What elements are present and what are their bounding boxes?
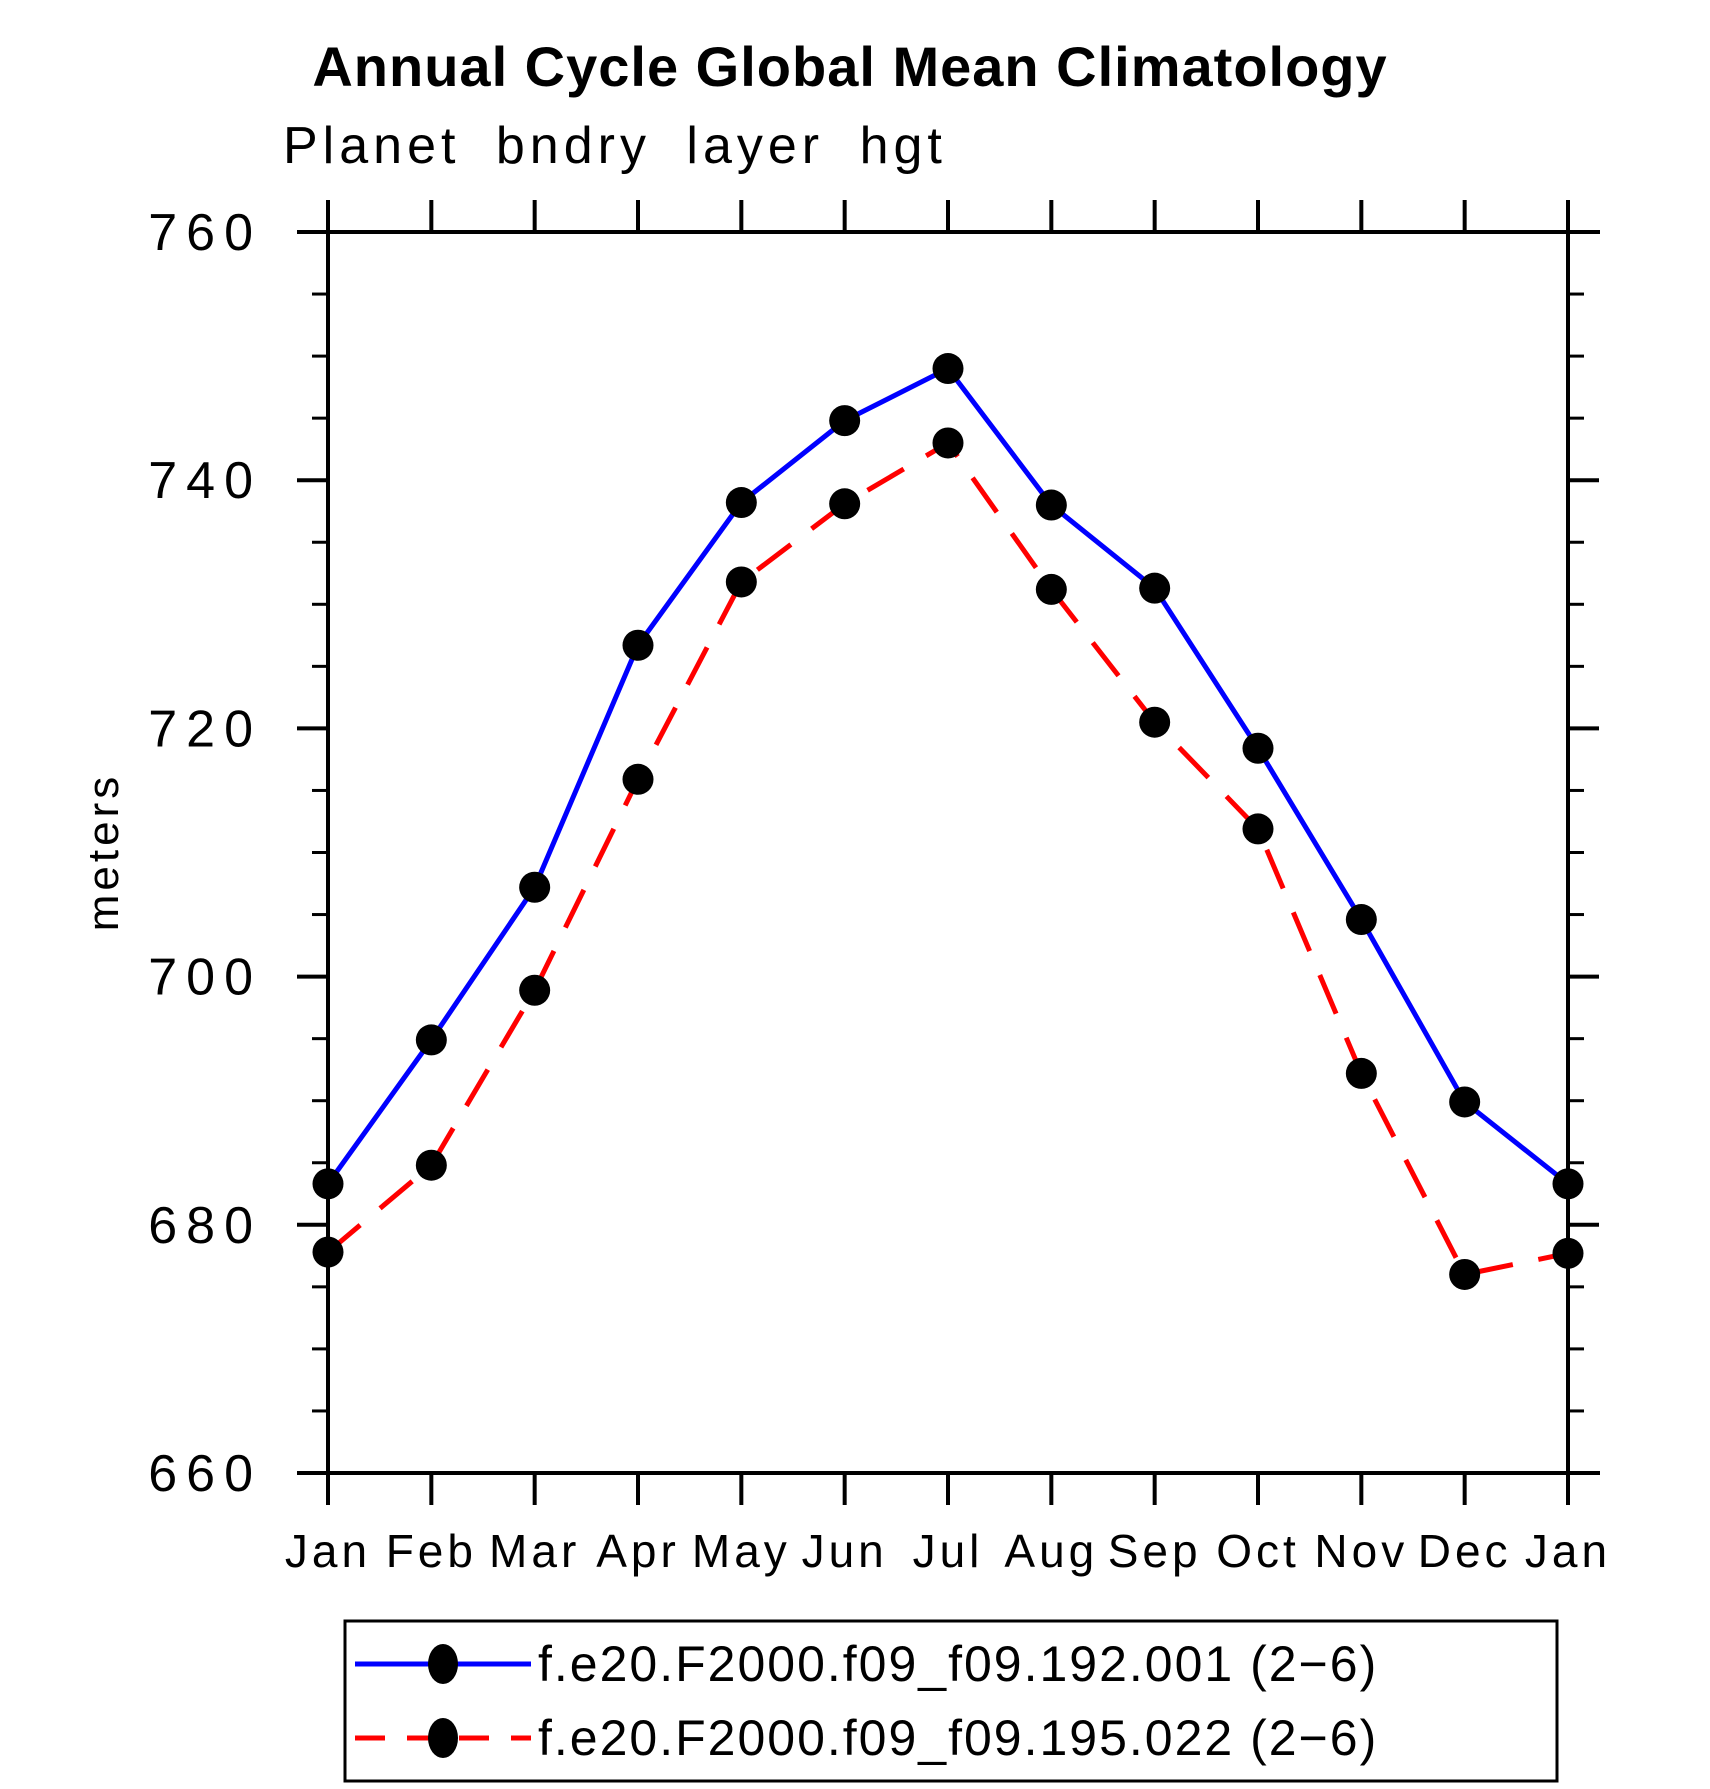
data-point-marker <box>519 974 551 1006</box>
chart-title: Annual Cycle Global Mean Climatology <box>312 35 1387 98</box>
data-point-marker <box>1035 489 1067 521</box>
data-point-marker <box>519 871 551 903</box>
data-point-marker <box>1345 1057 1377 1089</box>
y-tick-label: 760 <box>148 204 262 262</box>
legend: f.e20.F2000.f09_f09.192.001 (2−6) f.e20.F… <box>343 1619 1559 1783</box>
x-tick-label: Jul <box>913 1525 984 1577</box>
legend-box <box>343 1619 1559 1783</box>
x-tick-label: Jun <box>802 1525 888 1577</box>
x-tick-label: Feb <box>386 1525 477 1577</box>
data-point-marker <box>829 405 861 437</box>
data-point-marker <box>1552 1168 1584 1200</box>
legend-entry-label: f.e20.F2000.f09_f09.192.001 (2−6) <box>538 1636 1378 1692</box>
data-point-marker <box>1035 573 1067 605</box>
y-tick-label: 740 <box>148 452 262 510</box>
x-tick-label: May <box>692 1525 791 1577</box>
data-point-marker <box>1449 1258 1481 1290</box>
x-tick-label: Jan <box>1525 1525 1611 1577</box>
y-tick-label: 700 <box>148 949 262 1007</box>
y-tick-label: 720 <box>148 700 262 758</box>
data-point-marker <box>622 629 654 661</box>
data-point-marker <box>415 1024 447 1056</box>
x-tick-label: Sep <box>1108 1525 1202 1577</box>
y-axis-label: meters <box>79 773 128 931</box>
data-point-marker <box>1139 572 1171 604</box>
x-tick-label: Aug <box>1004 1525 1098 1577</box>
y-tick-label: 680 <box>148 1197 262 1255</box>
data-point-marker <box>932 427 964 459</box>
x-tick-label: Nov <box>1314 1525 1408 1577</box>
x-tick-label: Mar <box>489 1525 580 1577</box>
series-line-0 <box>325 365 1570 1186</box>
data-point-marker <box>1552 1237 1584 1269</box>
data-point-marker <box>312 1236 344 1268</box>
data-point-marker <box>1242 732 1274 764</box>
legend-marker <box>428 1644 458 1684</box>
data-point-marker <box>829 488 861 520</box>
data-point-marker <box>1449 1086 1481 1118</box>
x-tick-label: Dec <box>1418 1525 1512 1577</box>
chart-subtitle: Planet bndry layer hgt <box>283 117 947 175</box>
data-point-marker <box>932 353 964 385</box>
y-tick-label: 660 <box>148 1445 262 1503</box>
y-tick-labels: 660 680 700 720 740 760 <box>148 204 262 1503</box>
x-tick-label: Jan <box>285 1525 371 1577</box>
data-point-marker <box>725 487 757 519</box>
legend-entry-label: f.e20.F2000.f09_f09.195.022 (2−6) <box>538 1710 1378 1766</box>
data-point-marker <box>622 763 654 795</box>
data-point-marker <box>1242 813 1274 845</box>
x-tick-label: Oct <box>1216 1525 1300 1577</box>
axes <box>297 200 1600 1505</box>
series-line-1 <box>326 439 1569 1278</box>
data-point-marker <box>1139 706 1171 738</box>
data-point-marker <box>725 566 757 598</box>
legend-marker <box>428 1718 458 1758</box>
data-series <box>312 353 1584 1290</box>
x-tick-label: Apr <box>596 1525 680 1577</box>
data-point-marker <box>415 1149 447 1181</box>
data-point-marker <box>1345 904 1377 936</box>
data-point-marker <box>312 1168 344 1200</box>
x-tick-labels: Jan Feb Mar Apr May Jun Jul Aug Sep Oct Nov Dec Jan <box>285 1525 1611 1577</box>
